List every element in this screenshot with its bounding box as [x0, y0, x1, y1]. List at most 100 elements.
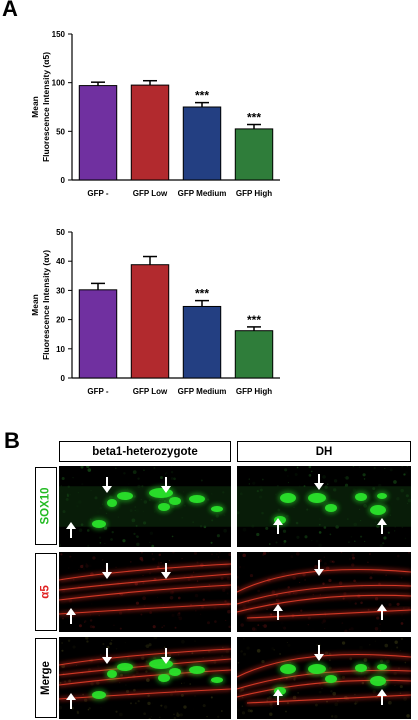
background-speck [124, 641, 127, 644]
background-speck [157, 562, 161, 566]
background-speck [321, 687, 323, 690]
background-speck [354, 693, 356, 696]
background-speck [194, 640, 196, 643]
background-speck [361, 681, 365, 685]
background-speck [285, 710, 287, 713]
tissue-band [59, 486, 231, 527]
background-speck [404, 666, 405, 667]
y-axis-label-line2: Fluorescence Intensity (αv) [41, 250, 51, 360]
cell-nucleus [149, 488, 173, 498]
background-speck [344, 629, 348, 632]
background-speck [379, 623, 381, 625]
background-speck [171, 613, 175, 617]
y-tick-label-0: 0 [61, 176, 66, 185]
background-speck [145, 660, 148, 663]
y-axis-label-line1: Mean [30, 96, 40, 118]
background-speck [404, 661, 407, 664]
background-speck [96, 664, 100, 668]
background-speck [406, 544, 408, 547]
background-speck [358, 677, 360, 679]
background-speck [98, 536, 102, 539]
background-speck [287, 482, 289, 484]
background-speck [142, 596, 147, 601]
background-speck [282, 608, 284, 610]
background-speck [160, 561, 162, 564]
background-speck [159, 476, 163, 480]
background-speck [128, 483, 130, 485]
background-speck [324, 537, 328, 541]
background-speck [352, 466, 355, 468]
background-speck [345, 476, 349, 480]
background-speck [237, 575, 239, 579]
background-speck [169, 595, 174, 600]
background-speck [341, 641, 346, 645]
arrow-head [102, 486, 112, 493]
chart-alpha5: 0 50 100 150 GFP - GFP Low GFP Medium *** GFP Hi… [30, 30, 280, 198]
background-speck [115, 710, 118, 713]
background-speck [137, 477, 140, 480]
background-speck [206, 616, 207, 617]
background-speck [151, 553, 154, 555]
background-speck [245, 717, 247, 719]
background-speck [252, 481, 256, 485]
background-speck [78, 624, 82, 628]
arrow-head [314, 569, 324, 576]
background-speck [348, 600, 352, 604]
background-speck [135, 670, 139, 675]
background-speck [122, 539, 126, 543]
background-speck [200, 479, 203, 482]
y-axis-label-line2: Fluorescence Intensity (α5) [41, 52, 51, 162]
background-speck [63, 568, 67, 572]
background-speck [86, 466, 90, 468]
background-speck [297, 692, 299, 694]
arrow-head [377, 604, 387, 611]
background-speck [293, 678, 296, 681]
background-speck [99, 653, 102, 656]
cell-nucleus [377, 493, 387, 499]
cell-nucleus [189, 666, 205, 674]
background-speck [333, 479, 338, 483]
background-speck [125, 689, 130, 693]
background-speck [68, 567, 70, 569]
row-label-sox10-text: SOX10 [40, 487, 53, 525]
background-speck [248, 483, 251, 485]
y-tick-label-3: 150 [52, 30, 66, 39]
background-speck [177, 653, 180, 656]
background-speck [257, 624, 260, 627]
background-speck [354, 702, 357, 705]
y-tick-label-3: 30 [56, 286, 65, 295]
background-speck [111, 639, 113, 642]
background-speck [78, 566, 80, 568]
background-speck [149, 531, 154, 535]
background-speck [399, 649, 402, 652]
alpha5-fiber [59, 584, 231, 601]
arrow-head [102, 572, 112, 579]
background-speck [130, 587, 132, 589]
background-speck [301, 604, 304, 607]
cell-nucleus [211, 506, 223, 512]
background-speck [368, 552, 371, 556]
background-speck [389, 468, 393, 472]
background-speck [195, 610, 197, 612]
alpha5-fiber [237, 594, 411, 613]
background-speck [202, 598, 205, 601]
micrograph-het-alpha5 [59, 552, 231, 632]
y-axis-label-line1: Mean [30, 294, 40, 316]
background-speck [224, 600, 227, 603]
background-speck [148, 717, 151, 719]
background-speck [275, 541, 278, 544]
background-speck [145, 670, 148, 673]
background-speck [263, 624, 267, 628]
background-speck [176, 713, 180, 718]
background-speck [78, 528, 83, 533]
background-speck [321, 621, 324, 624]
background-speck [256, 532, 260, 537]
background-speck [143, 712, 146, 716]
background-speck [180, 693, 184, 697]
background-speck [213, 606, 217, 610]
cell-nucleus [158, 674, 170, 682]
background-speck [352, 556, 355, 560]
background-speck [142, 574, 144, 577]
cell-nucleus [325, 504, 337, 512]
background-speck [229, 568, 231, 571]
